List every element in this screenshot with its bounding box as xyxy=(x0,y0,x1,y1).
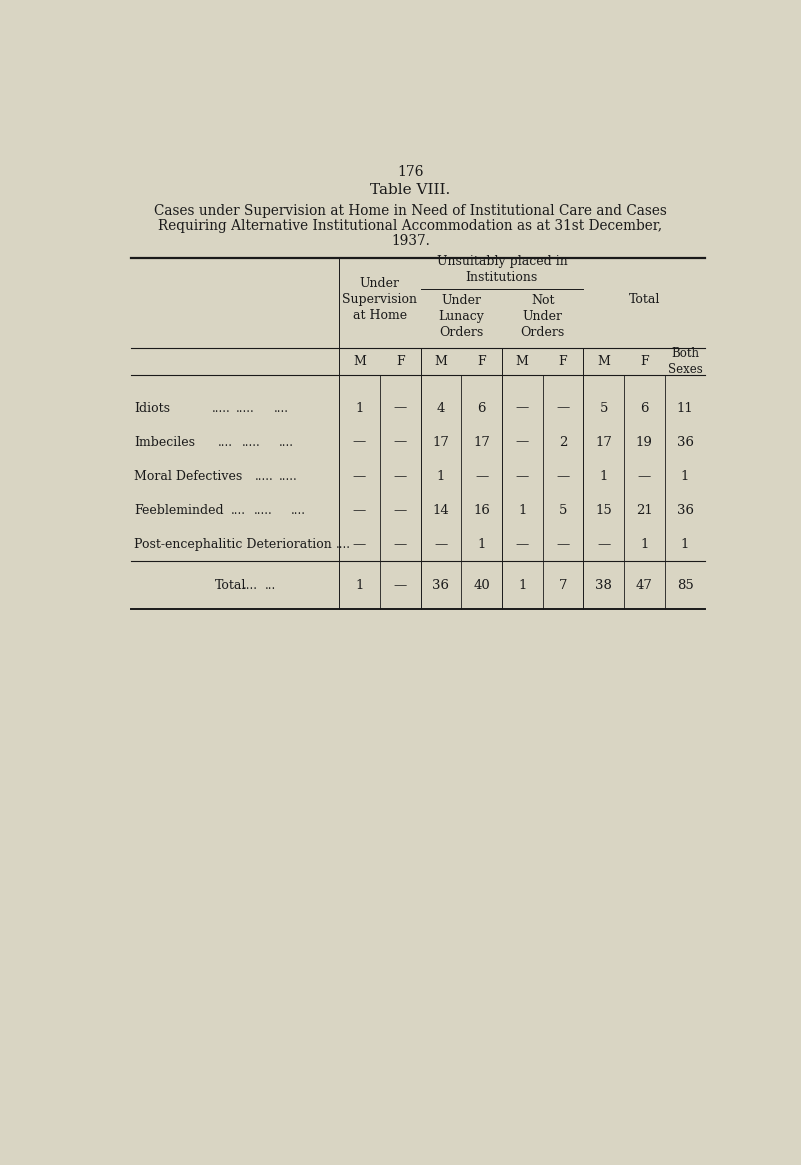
Text: ....: .... xyxy=(231,503,245,517)
Text: 1: 1 xyxy=(518,503,526,517)
Text: —: — xyxy=(393,469,407,482)
Text: 5: 5 xyxy=(559,503,567,517)
Text: 7: 7 xyxy=(558,579,567,592)
Text: 1: 1 xyxy=(640,538,649,551)
Text: 176: 176 xyxy=(397,165,424,179)
Text: —: — xyxy=(557,538,570,551)
Text: .....: ..... xyxy=(235,402,254,415)
Text: 1: 1 xyxy=(437,469,445,482)
Text: 36: 36 xyxy=(433,579,449,592)
Text: ....: .... xyxy=(274,402,289,415)
Text: 36: 36 xyxy=(677,503,694,517)
Text: 1: 1 xyxy=(356,579,364,592)
Text: 6: 6 xyxy=(477,402,486,415)
Text: M: M xyxy=(353,355,366,368)
Text: 36: 36 xyxy=(677,436,694,449)
Text: 14: 14 xyxy=(433,503,449,517)
Text: —: — xyxy=(353,538,366,551)
Text: .....: ..... xyxy=(256,469,274,482)
Text: 1937.: 1937. xyxy=(391,234,430,248)
Text: ....: .... xyxy=(243,579,258,592)
Text: Imbeciles: Imbeciles xyxy=(135,436,195,449)
Text: —: — xyxy=(393,538,407,551)
Text: 15: 15 xyxy=(595,503,612,517)
Text: —: — xyxy=(516,402,529,415)
Text: 6: 6 xyxy=(640,402,649,415)
Text: —: — xyxy=(434,538,448,551)
Text: 17: 17 xyxy=(473,436,490,449)
Text: .....: ..... xyxy=(254,503,273,517)
Text: Idiots: Idiots xyxy=(135,402,171,415)
Text: Feebleminded: Feebleminded xyxy=(135,503,224,517)
Text: Both
Sexes: Both Sexes xyxy=(668,347,702,376)
Text: Moral Defectives: Moral Defectives xyxy=(135,469,243,482)
Text: Not
Under
Orders: Not Under Orders xyxy=(521,294,565,339)
Text: F: F xyxy=(558,355,567,368)
Text: 4: 4 xyxy=(437,402,445,415)
Text: Unsuitably placed in
Institutions: Unsuitably placed in Institutions xyxy=(437,255,567,284)
Text: Total: Total xyxy=(629,292,660,306)
Text: F: F xyxy=(396,355,405,368)
Text: ...: ... xyxy=(264,579,276,592)
Text: 40: 40 xyxy=(473,579,490,592)
Text: —: — xyxy=(353,469,366,482)
Text: 21: 21 xyxy=(636,503,653,517)
Text: —: — xyxy=(557,402,570,415)
Text: 85: 85 xyxy=(677,579,694,592)
Text: 1: 1 xyxy=(518,579,526,592)
Text: —: — xyxy=(393,503,407,517)
Text: —: — xyxy=(516,538,529,551)
Text: 1: 1 xyxy=(681,469,689,482)
Text: Post-encephalitic Deterioration: Post-encephalitic Deterioration xyxy=(135,538,332,551)
Text: Total: Total xyxy=(215,579,247,592)
Text: 1: 1 xyxy=(681,538,689,551)
Text: .....: ..... xyxy=(279,469,298,482)
Text: —: — xyxy=(557,469,570,482)
Text: F: F xyxy=(477,355,486,368)
Text: Under
Lunacy
Orders: Under Lunacy Orders xyxy=(438,294,484,339)
Text: M: M xyxy=(434,355,447,368)
Text: 1: 1 xyxy=(356,402,364,415)
Text: 5: 5 xyxy=(599,402,608,415)
Text: .....: ..... xyxy=(211,402,231,415)
Text: —: — xyxy=(475,469,488,482)
Text: ....: .... xyxy=(292,503,306,517)
Text: Requiring Alternative Institutional Accommodation as at 31st December,: Requiring Alternative Institutional Acco… xyxy=(159,219,662,233)
Text: 11: 11 xyxy=(677,402,694,415)
Text: —: — xyxy=(516,469,529,482)
Text: 1: 1 xyxy=(477,538,485,551)
Text: —: — xyxy=(393,436,407,449)
Text: Under
Supervision
at Home: Under Supervision at Home xyxy=(342,277,417,322)
Text: .....: ..... xyxy=(242,436,260,449)
Text: —: — xyxy=(393,402,407,415)
Text: ....: .... xyxy=(218,436,233,449)
Text: 17: 17 xyxy=(595,436,612,449)
Text: —: — xyxy=(353,503,366,517)
Text: M: M xyxy=(598,355,610,368)
Text: 38: 38 xyxy=(595,579,612,592)
Text: Table VIII.: Table VIII. xyxy=(370,183,451,197)
Text: —: — xyxy=(516,436,529,449)
Text: F: F xyxy=(640,355,649,368)
Text: —: — xyxy=(393,579,407,592)
Text: 1: 1 xyxy=(599,469,608,482)
Text: Cases under Supervision at Home in Need of Institutional Care and Cases: Cases under Supervision at Home in Need … xyxy=(154,204,667,218)
Text: ....: .... xyxy=(279,436,294,449)
Text: 47: 47 xyxy=(636,579,653,592)
Text: —: — xyxy=(597,538,610,551)
Text: 16: 16 xyxy=(473,503,490,517)
Text: 17: 17 xyxy=(433,436,449,449)
Text: M: M xyxy=(516,355,529,368)
Text: 2: 2 xyxy=(559,436,567,449)
Text: —: — xyxy=(638,469,651,482)
Text: —: — xyxy=(353,436,366,449)
Text: ....: .... xyxy=(336,538,351,551)
Text: 19: 19 xyxy=(636,436,653,449)
